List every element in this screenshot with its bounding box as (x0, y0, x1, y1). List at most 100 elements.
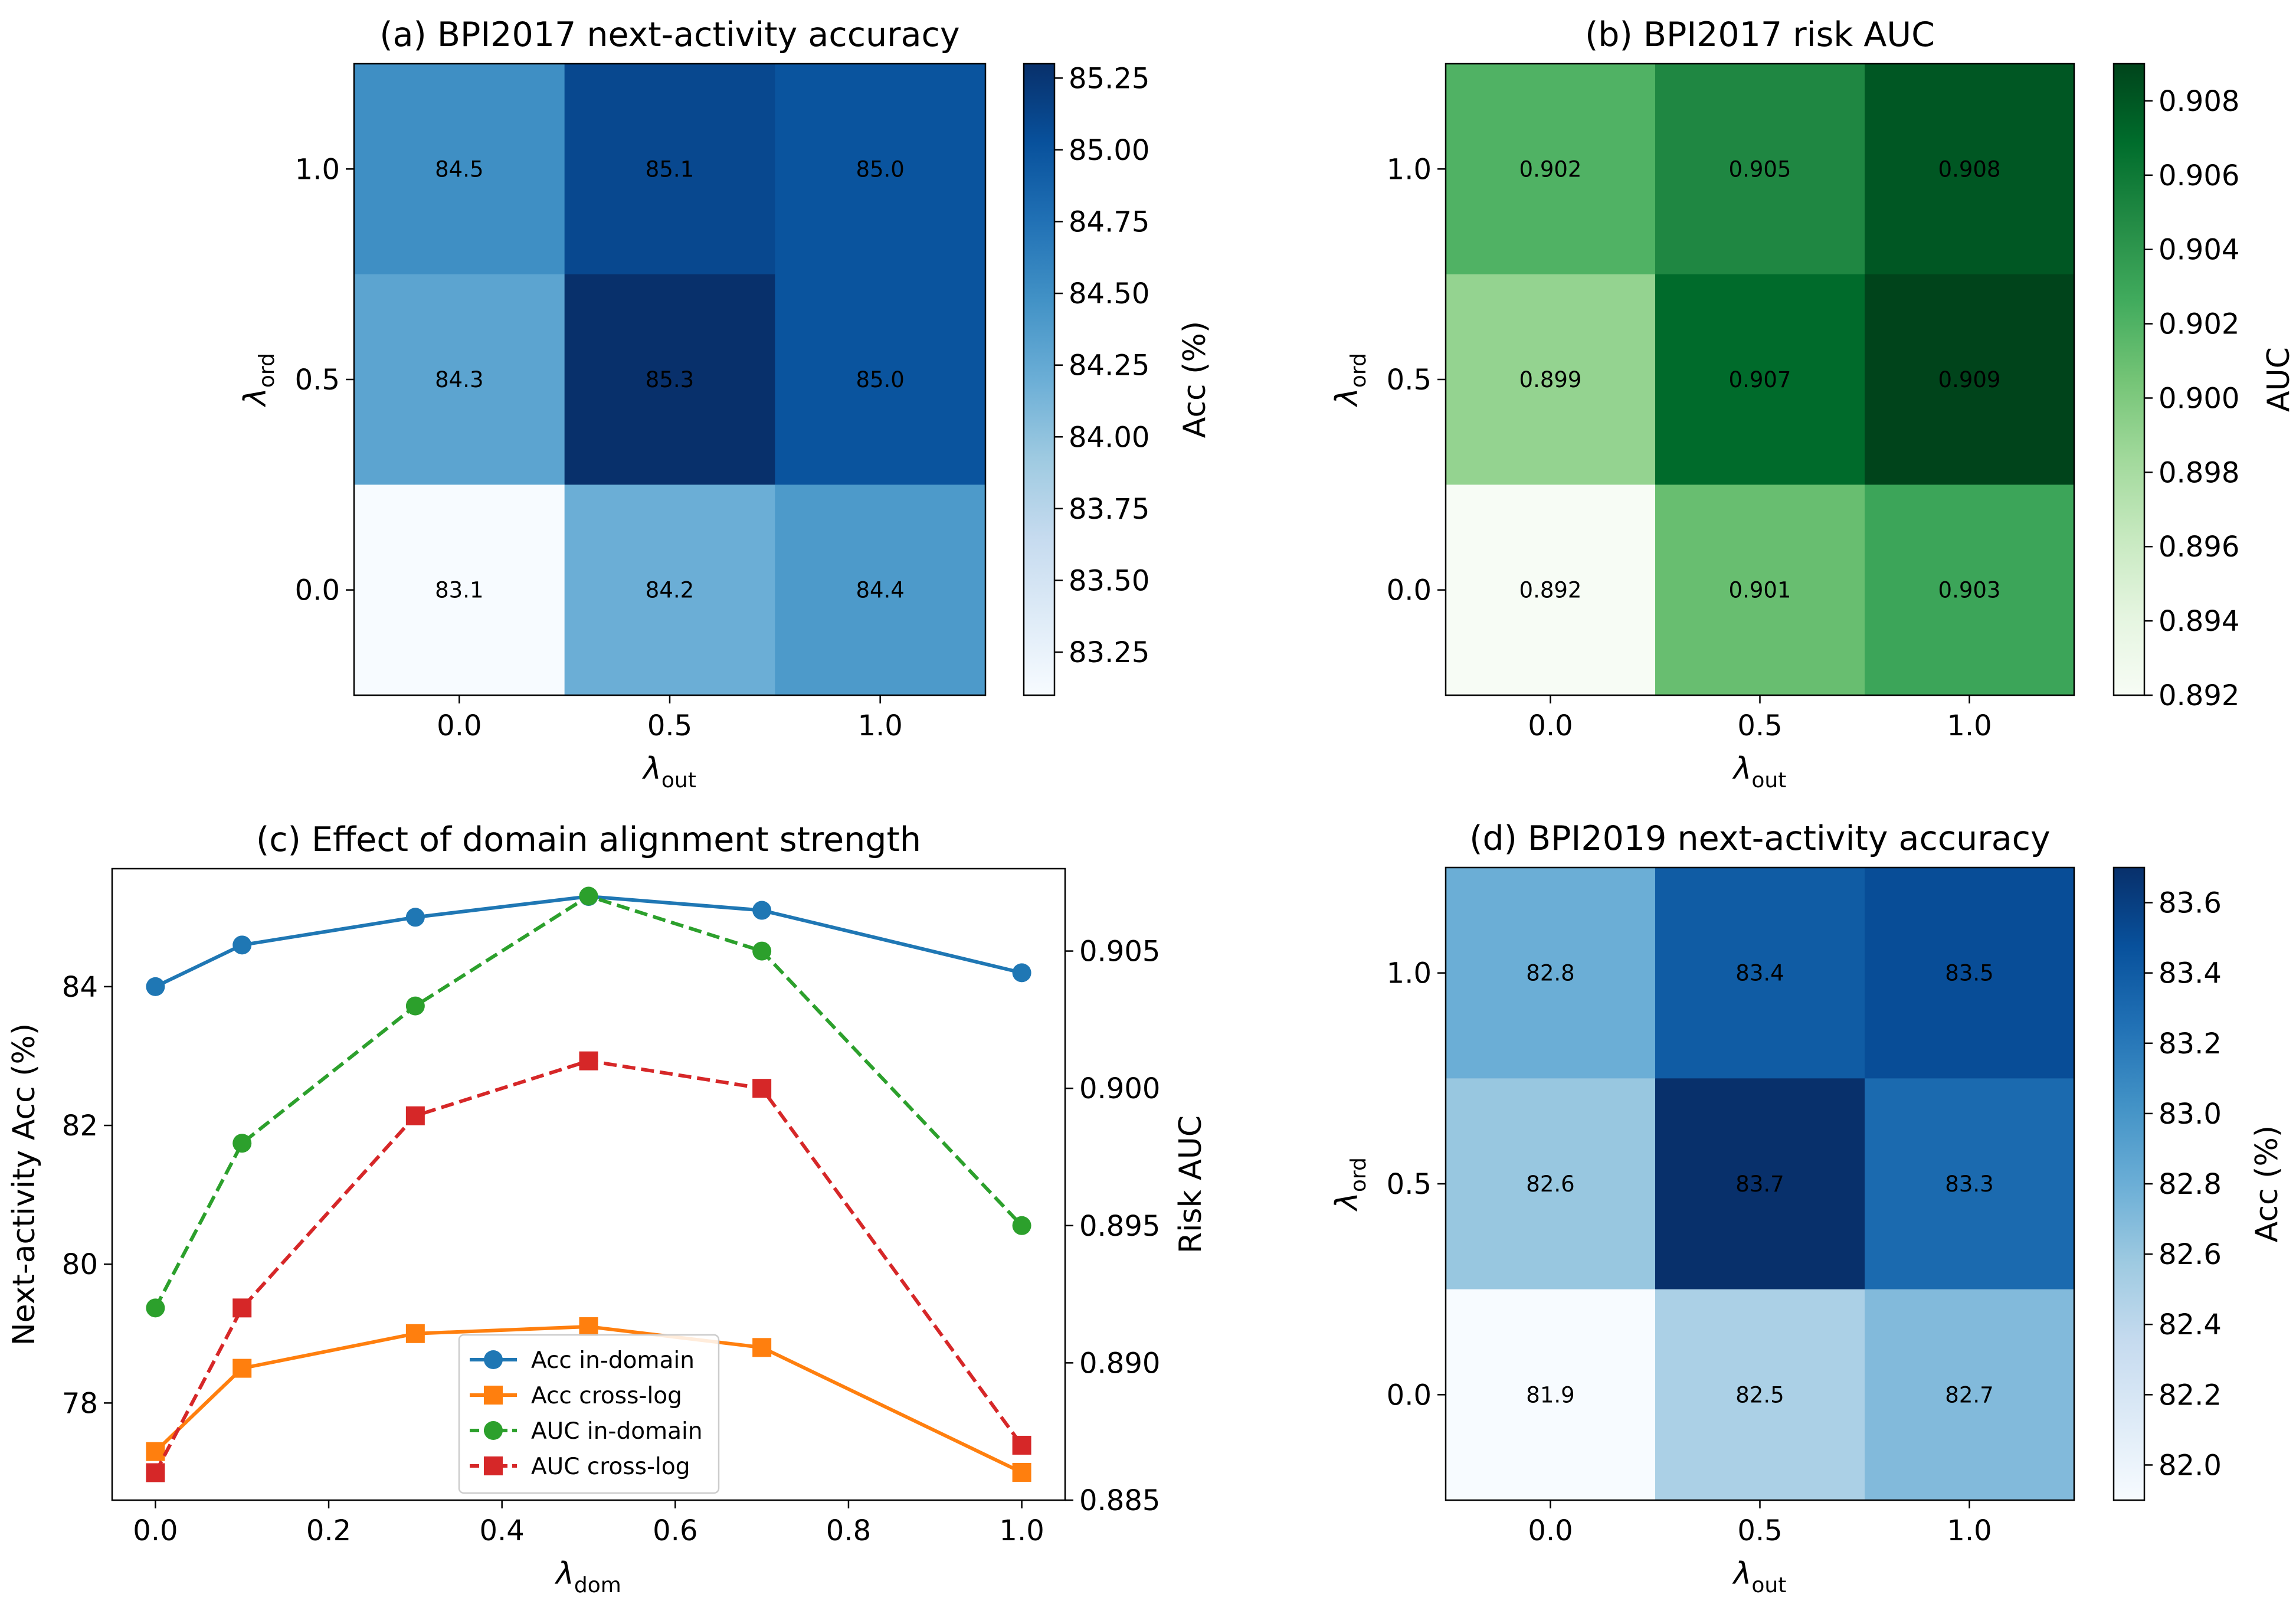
series-acc-cross-log (146, 1317, 1031, 1482)
cell-label: 0.903 (1938, 578, 2001, 603)
data-point (146, 1463, 165, 1482)
y-tick-label: 0.0 (1387, 1379, 1432, 1412)
colorbar-tick-label: 82.6 (2159, 1238, 2222, 1271)
heatmap-cell (564, 485, 775, 696)
cell-label: 83.3 (1945, 1171, 1993, 1197)
heatmap-b: 0.902 0.905 0.908 0.899 0.907 0.909 0.892 0.901… (1329, 15, 2296, 793)
legend-marker (484, 1421, 503, 1440)
x-tick-label: 0.6 (653, 1514, 697, 1547)
legend-label: AUC cross-log (531, 1454, 690, 1480)
cell-label: 0.901 (1729, 578, 1791, 603)
data-point (752, 901, 772, 920)
x-tick-label: 0.5 (1737, 709, 1782, 742)
data-point (146, 977, 165, 996)
data-point (146, 1298, 165, 1318)
colorbar-tick-label: 82.8 (2159, 1168, 2222, 1201)
cell-label: 84.4 (856, 578, 904, 603)
y-axis-label: λord (1329, 353, 1371, 408)
cell-label: 84.5 (435, 156, 483, 182)
cell-label: 84.3 (435, 367, 483, 392)
data-point (752, 941, 772, 961)
colorbar (2112, 866, 2146, 1501)
colorbar-tick-label: 83.50 (1069, 564, 1149, 597)
series-line (153, 894, 1023, 1309)
colorbar-tick-label: 0.898 (2159, 456, 2239, 489)
svg-text:λout: λout (641, 751, 696, 793)
cell-label: 0.892 (1519, 578, 1582, 603)
data-point (1012, 1216, 1031, 1235)
heatmap-cell (1446, 274, 1656, 485)
legend-label: Acc in-domain (531, 1347, 695, 1374)
colorbar-tick-label: 0.894 (2159, 605, 2239, 638)
y-tick-label-right: 0.895 (1079, 1210, 1160, 1243)
legend-frame (458, 1334, 720, 1494)
data-point (579, 886, 598, 906)
data-point (752, 1338, 772, 1357)
cell-label: 85.0 (856, 367, 904, 392)
legend-marker (484, 1456, 503, 1475)
series-auc-in-domain (146, 886, 1031, 1318)
heatmap-cell (1865, 1078, 2075, 1290)
cell-label: 85.1 (646, 156, 694, 182)
colorbar-tick-label: 0.906 (2159, 159, 2239, 192)
legend-label: Acc cross-log (531, 1383, 682, 1409)
y-tick-label-left: 78 (62, 1387, 98, 1420)
colorbar-tick-label: 83.4 (2159, 957, 2222, 990)
cell-label: 0.907 (1729, 367, 1791, 392)
cell-label: 0.909 (1938, 367, 2001, 392)
colorbar-tick-label: 82.2 (2159, 1379, 2222, 1412)
data-point (232, 1359, 252, 1378)
y-tick-label: 1.0 (1387, 153, 1432, 186)
chart-title: (a) BPI2017 next-activity accuracy (379, 15, 959, 54)
colorbar-label: Acc (%) (2249, 1125, 2285, 1242)
y-tick-label-left: 84 (62, 971, 98, 1004)
svg-text:λdom: λdom (554, 1556, 621, 1598)
x-axis-label: λout (1732, 1556, 1787, 1598)
cell-label: 85.3 (646, 367, 694, 392)
colorbar-tick-label: 0.896 (2159, 531, 2239, 564)
cell-label: 0.905 (1729, 156, 1791, 182)
data-point (1012, 963, 1031, 983)
colorbar-tick-label: 85.00 (1069, 134, 1149, 167)
heatmap-cell (1655, 274, 1865, 485)
heatmap-cell (1655, 64, 1865, 275)
chart-title: (d) BPI2019 next-activity accuracy (1469, 819, 2050, 858)
cell-label: 82.6 (1526, 1171, 1574, 1197)
data-point (232, 1134, 252, 1153)
data-point (405, 1324, 425, 1343)
x-axis-label: λout (641, 751, 696, 793)
cell-label: 83.7 (1735, 1171, 1784, 1197)
legend-marker (484, 1350, 503, 1369)
heatmap-cell (564, 274, 775, 485)
cell-label: 83.4 (1735, 961, 1784, 986)
cell-label: 82.8 (1526, 961, 1574, 986)
heatmap-cell (1865, 868, 2075, 1079)
cell-label: 0.908 (1938, 156, 2001, 182)
colorbar-tick-label: 84.00 (1069, 421, 1149, 454)
heatmap-cell (1865, 64, 2075, 275)
x-tick-label: 0.2 (306, 1514, 351, 1547)
heatmap-cell (1446, 1289, 1656, 1501)
data-point (146, 1442, 165, 1461)
x-axis-label: λdom (554, 1556, 621, 1598)
cell-label: 84.2 (646, 578, 694, 603)
svg-text:λord: λord (238, 353, 279, 408)
heatmap-cell (1446, 868, 1656, 1079)
svg-text:λout: λout (1732, 1556, 1787, 1598)
heatmap-a: 84.5 85.1 85.0 84.3 85.3 85.0 83.1 84.2 84.4 0.0 0… (238, 15, 1213, 793)
heatmap-cell (1865, 1289, 2075, 1501)
data-point (579, 1051, 598, 1071)
x-tick-label: 0.0 (1528, 1514, 1573, 1547)
y-tick-label: 0.5 (295, 364, 340, 397)
x-tick-label: 0.8 (826, 1514, 871, 1547)
x-tick-label: 1.0 (857, 709, 902, 742)
heatmap-d: 82.8 83.4 83.5 82.6 83.7 83.3 81.9 82.5 82.7 0.0 0… (1329, 819, 2285, 1598)
y-tick-label: 0.0 (295, 574, 340, 607)
colorbar-tick-label: 0.892 (2159, 679, 2239, 712)
cell-label: 81.9 (1526, 1382, 1574, 1407)
colorbar-tick-label: 83.6 (2159, 887, 2222, 920)
heatmap-cell (1865, 485, 2075, 696)
heatmap-cell (775, 274, 986, 485)
series-line (154, 1325, 1023, 1474)
